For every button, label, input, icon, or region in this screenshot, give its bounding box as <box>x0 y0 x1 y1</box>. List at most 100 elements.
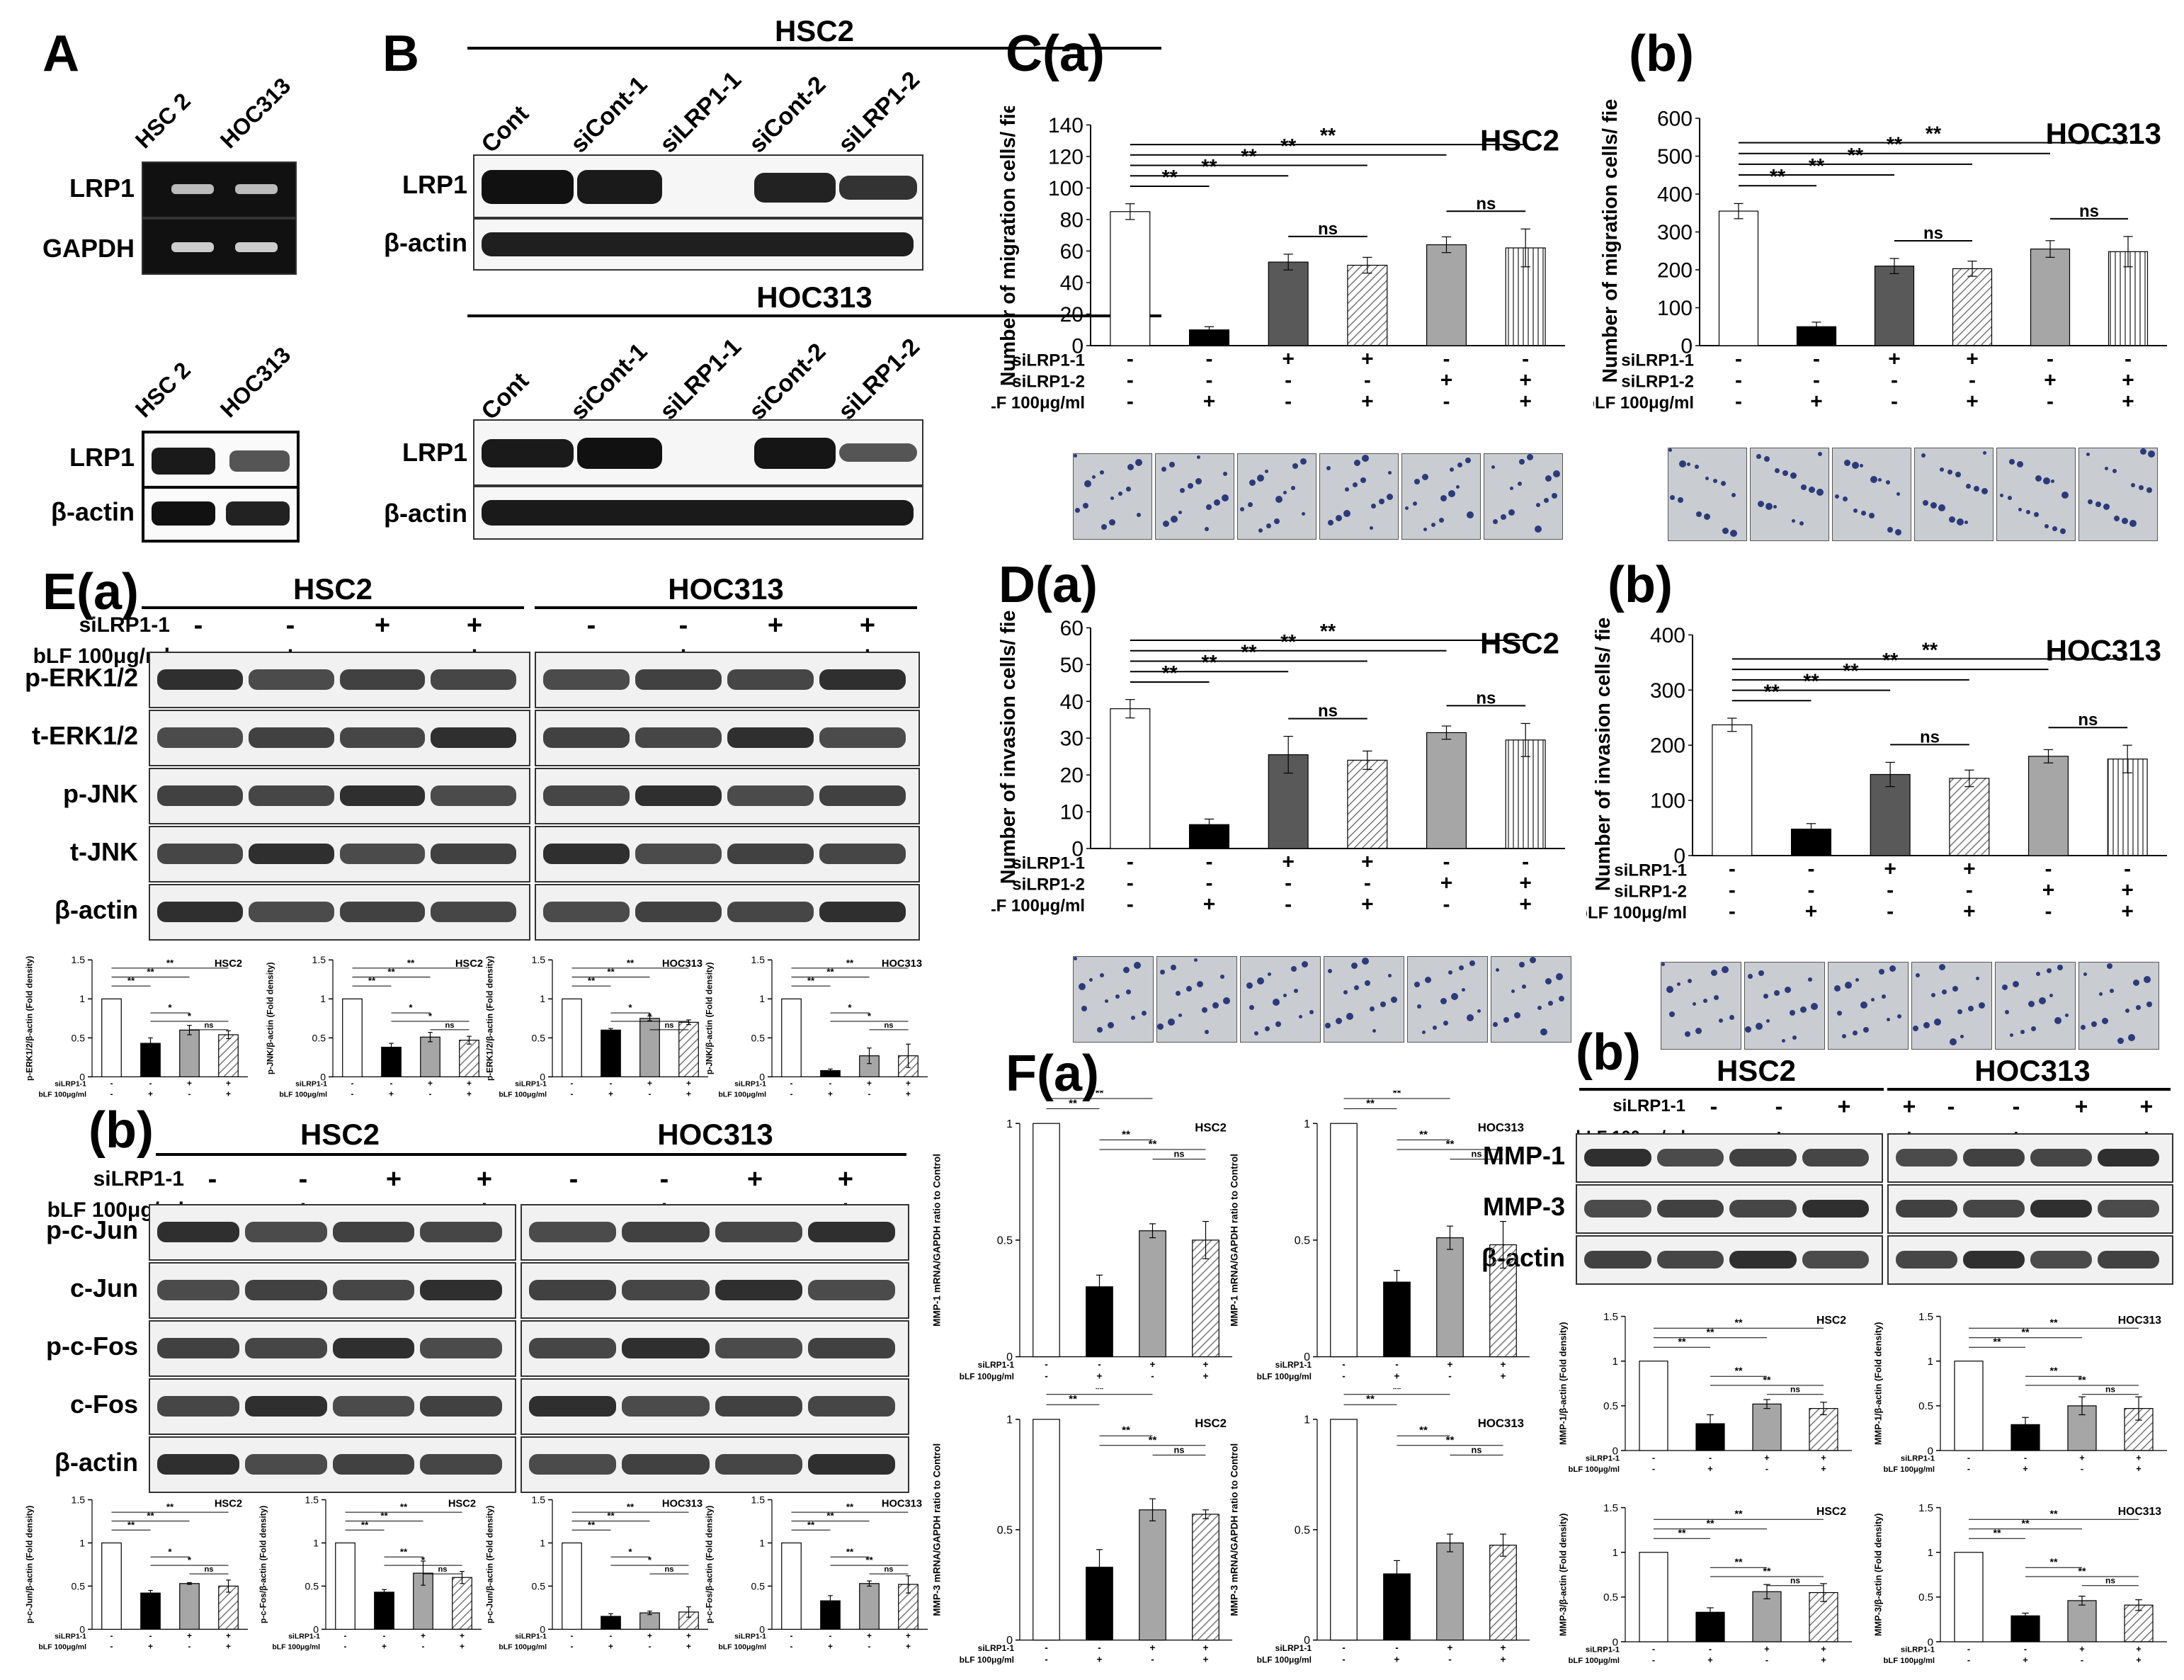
cond-label: bLF 100μg/ml <box>718 1642 766 1651</box>
cond-sign: - <box>1206 872 1213 895</box>
cell-dot <box>1860 1001 1867 1009</box>
band <box>157 1221 239 1242</box>
cell-dot <box>1448 970 1452 975</box>
cell-dot <box>1205 527 1209 531</box>
cell-dot <box>1879 969 1884 975</box>
bar <box>2030 248 2071 346</box>
micrograph <box>1668 448 1747 541</box>
cond-label: siLRP1-1 <box>1621 351 1694 370</box>
cond-sign: + <box>1519 390 1532 414</box>
band <box>157 1395 239 1417</box>
cell-dot <box>1273 999 1280 1006</box>
band <box>529 1337 617 1358</box>
cell-dot <box>1661 963 1665 966</box>
blot-row-label: p-c-Jun <box>46 1215 138 1244</box>
cond-sign: + <box>1448 1642 1453 1653</box>
y-tick-label: 0.5 <box>751 1032 766 1043</box>
cell-dot <box>1477 1009 1481 1013</box>
cell-dot <box>1668 448 1672 452</box>
cond-sign: - <box>829 1079 832 1089</box>
cond-sign: + <box>906 1079 911 1089</box>
cell-dot <box>1711 970 1717 976</box>
cell-dot <box>1422 474 1428 480</box>
cell-dot <box>1748 974 1753 979</box>
cell-dot <box>1108 1022 1114 1028</box>
cell-dot <box>1325 1023 1331 1028</box>
cell-dot <box>2018 508 2022 511</box>
cell-dot <box>1186 986 1192 992</box>
cell-dot <box>1336 515 1342 521</box>
sig-label: ns <box>884 1565 893 1574</box>
cell-dot <box>1300 458 1307 465</box>
cell-dot <box>1947 470 1952 475</box>
cond-label: siLRP1-1 <box>1613 1096 1685 1116</box>
cell-dot <box>1343 990 1348 994</box>
cond-sign: - <box>1729 858 1736 881</box>
cond-sign: + <box>1963 858 1976 881</box>
cell-dot <box>1212 1002 1219 1009</box>
cond-sign: - <box>868 1641 871 1651</box>
sig-label: ns <box>438 1565 447 1574</box>
sig-label: ** <box>2049 1366 2058 1377</box>
cond-sign: + <box>1821 1643 1826 1654</box>
cond-sign: - <box>790 1631 793 1641</box>
cond-sign: + <box>421 1631 426 1641</box>
blot-strip <box>521 1320 909 1377</box>
micrograph <box>1911 962 1992 1050</box>
band <box>332 1221 415 1242</box>
sig-label: ** <box>1419 1128 1428 1140</box>
blot-row-label: c-Jun <box>69 1273 138 1302</box>
sig-label: ** <box>1734 1557 1743 1568</box>
bar <box>218 1585 239 1630</box>
band <box>332 1453 415 1475</box>
cell-dot <box>1882 994 1886 999</box>
sig-label: ** <box>588 975 596 986</box>
band <box>1656 1148 1724 1167</box>
cell-dot <box>1388 974 1392 977</box>
cell-dot <box>2043 477 2050 484</box>
cell-dot <box>1274 518 1280 524</box>
cell-dot <box>1519 962 1525 967</box>
band <box>2030 1199 2092 1218</box>
cond-label: siLRP1-1 <box>295 1080 327 1089</box>
cell-dot <box>1469 960 1475 966</box>
cond-sign: + <box>428 1079 433 1089</box>
cond-sign: - <box>1443 348 1450 371</box>
cond-sign: - <box>1710 1094 1718 1119</box>
band <box>420 1337 502 1358</box>
cond-label: siLRP1-1 <box>1901 1645 1935 1654</box>
y-tick-label: 60 <box>1060 617 1084 640</box>
cell-dot <box>1370 1006 1375 1011</box>
blot-strip <box>149 1262 516 1319</box>
cell-dot <box>1422 1031 1426 1034</box>
cond-sign: + <box>647 1631 652 1641</box>
sig-label: ** <box>147 1511 154 1521</box>
sig-label: ns <box>1472 1444 1482 1455</box>
panel-label-e-b: (b) <box>89 1102 154 1159</box>
sig-label: ** <box>1280 631 1297 654</box>
sig-label: ** <box>166 958 174 968</box>
cell-dot <box>1169 462 1175 467</box>
band <box>157 1453 239 1475</box>
cond-sign: + <box>467 1089 472 1099</box>
cond-sign: - <box>790 1079 793 1089</box>
sig-label: ns <box>1790 1576 1800 1586</box>
cell-dot <box>2051 479 2054 483</box>
cond-sign: + <box>1448 1359 1453 1370</box>
cell-dot <box>1101 524 1107 530</box>
cond-sign: - <box>1448 1371 1452 1382</box>
row-a-wb-actin: β-actin <box>51 497 135 526</box>
cell-dot <box>1688 979 1692 983</box>
micrograph <box>1407 956 1488 1043</box>
cond-sign: - <box>110 1079 113 1089</box>
cond-sign: - <box>1285 390 1292 414</box>
cond-sign: - <box>1395 1359 1399 1370</box>
cell-dot <box>1897 1014 1901 1018</box>
cell-dot <box>1800 1006 1807 1013</box>
cell-dot <box>1773 505 1777 509</box>
sig-label: ** <box>1446 1434 1455 1446</box>
cell-dot <box>2103 504 2110 510</box>
micrograph <box>1156 956 1237 1043</box>
band <box>543 843 630 864</box>
band <box>248 901 334 922</box>
